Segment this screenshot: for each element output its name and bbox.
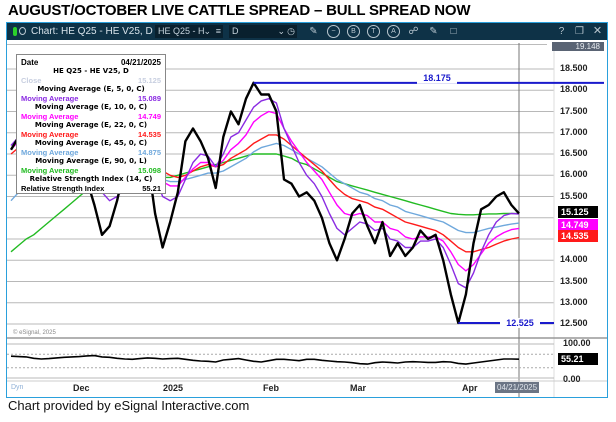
restore-window-icon[interactable]: ❐ — [575, 26, 584, 37]
legend-close-value: 15.125 — [138, 76, 161, 85]
time-axis-tick: Dec — [73, 383, 90, 393]
link-status-icon[interactable] — [19, 27, 26, 35]
price-axis-tick: 13.000 — [560, 296, 588, 307]
wave-icon[interactable]: ~ — [327, 25, 340, 38]
time-axis-tick: 2025 — [163, 383, 184, 393]
price-axis-tick: 16.500 — [560, 148, 588, 158]
edit-icon[interactable]: ✎ — [429, 26, 438, 37]
a-circle-icon[interactable]: A — [387, 25, 400, 38]
chevron-down-icon: ⌄ — [277, 26, 285, 36]
chart-label: Chart: HE Q25 - HE V25, D — [31, 26, 153, 37]
price-axis-top-value: 19.148 — [552, 42, 604, 51]
last-value-label: 14.535 — [558, 230, 598, 243]
time-axis-tick: Apr — [462, 383, 478, 393]
legend-date-value: 04/21/2025 — [120, 58, 161, 67]
time-axis-tick: Feb — [263, 383, 280, 393]
rsi-axis-tick: 100.00 — [563, 338, 591, 348]
series-line-close — [9, 81, 520, 325]
interval-value: D — [232, 26, 239, 36]
chart-subheader — [7, 40, 547, 46]
last-value-label: 14.749 — [558, 219, 598, 232]
legend-study-row: Moving Average 15.089 — [21, 94, 161, 103]
legend-study-header: Moving Average (E, 5, 0, C) — [37, 85, 145, 93]
legend-study-row: Moving Average 15.098 — [21, 166, 161, 175]
price-axis-tick: 17.500 — [560, 105, 588, 116]
legend-rsi-header: Relative Strength Index (14, C) — [29, 175, 153, 183]
page-title: AUGUST/OCTOBER LIVE CATTLE SPREAD – BULL… — [8, 2, 471, 19]
legend-study-row: Moving Average 14.535 — [21, 130, 161, 139]
link-icon[interactable]: ☍ — [408, 26, 419, 37]
rsi-line — [10, 354, 520, 365]
price-axis-tick: 14.000 — [560, 254, 588, 265]
crosshair-date-label: 04/21/2025 — [495, 382, 540, 393]
legend-study-header: Moving Average (E, 10, 0, C) — [34, 103, 148, 111]
chart-toolbar: Chart: HE Q25 - HE V25, D HE Q25 - H ⌄ ≡… — [7, 23, 607, 40]
legend-symbol: HE Q25 - HE V25, D — [53, 67, 129, 75]
rsi-axis-tick: 0.00 — [563, 374, 581, 384]
legend-date-label: Date — [21, 58, 39, 67]
chart-window: Chart: HE Q25 - HE V25, D HE Q25 - H ⌄ ≡… — [6, 22, 608, 398]
t-circle-icon[interactable]: T — [367, 25, 380, 38]
comment-icon[interactable]: □ — [450, 26, 457, 37]
price-axis-tick: 13.500 — [560, 275, 588, 286]
data-window-legend: Date 04/21/2025 HE Q25 - HE V25, D Close… — [16, 54, 166, 194]
close-icon[interactable]: ✕ — [592, 25, 603, 37]
rsi-last-value-label: 55.21 — [558, 353, 598, 366]
last-value-label: 15.125 — [558, 206, 598, 219]
symbol-value: HE Q25 - H — [158, 26, 205, 36]
price-axis-tick: 18.500 — [560, 63, 588, 73]
legend-rsi-row: Relative Strength Index 55.21 — [21, 184, 161, 193]
dyn-label[interactable]: Dyn — [11, 384, 24, 391]
menu-icon[interactable]: ≡ — [215, 26, 221, 36]
symbol-input[interactable]: HE Q25 - H ⌄ ≡ — [155, 25, 223, 38]
copyright-text: © eSignal, 2025 — [13, 330, 56, 336]
price-chart[interactable]: 18.175 12.525 — [7, 23, 607, 397]
footer-credit: Chart provided by eSignal Interactive.co… — [8, 398, 250, 413]
b-circle-icon[interactable]: B — [347, 25, 360, 38]
price-axis-tick: 15.500 — [560, 190, 588, 201]
interval-select[interactable]: D ⌄ ◷ — [229, 25, 297, 38]
legend-study-header: Moving Average (E, 22, 0, C) — [34, 121, 148, 129]
time-axis-tick: Mar — [350, 383, 367, 393]
legend-study-row: Moving Average 14.749 — [21, 112, 161, 121]
chevron-down-icon: ⌄ — [203, 26, 211, 36]
price-axis-tick: 12.500 — [560, 318, 588, 328]
price-axis-tick: 16.000 — [560, 169, 588, 180]
legend-study-row: Moving Average 14.875 — [21, 148, 161, 157]
price-axis-tick: 17.000 — [560, 126, 588, 137]
legend-close-label: Close — [21, 76, 42, 85]
price-axis-tick: 18.000 — [560, 84, 588, 95]
low-annotation-label: 12.525 — [506, 318, 534, 328]
status-indicator-icon — [13, 27, 17, 36]
clock-icon[interactable]: ◷ — [287, 26, 295, 36]
legend-study-header: Moving Average (E, 45, 0, C) — [34, 139, 148, 147]
high-annotation-label: 18.175 — [423, 73, 451, 83]
pencil-icon[interactable]: ✎ — [309, 26, 318, 37]
legend-study-header: Moving Average (E, 90, 0, L) — [35, 157, 147, 165]
help-icon[interactable]: ? — [558, 26, 565, 37]
